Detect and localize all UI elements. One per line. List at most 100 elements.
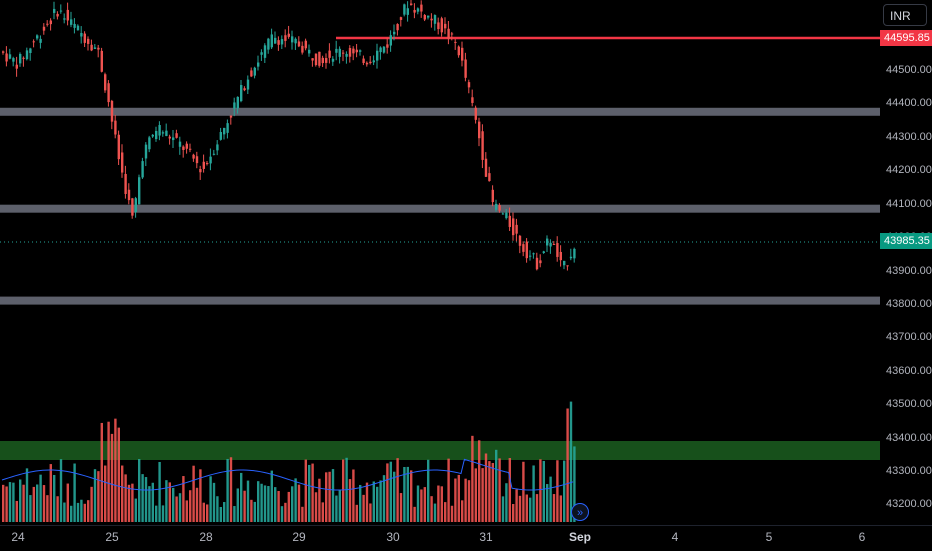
- volume-bar: [100, 422, 103, 522]
- time-axis[interactable]: [0, 525, 932, 551]
- volume-bar: [263, 485, 267, 522]
- goto-realtime-button[interactable]: »: [571, 503, 589, 521]
- candle-body: [56, 13, 59, 17]
- volume-moving-average: [1, 458, 574, 491]
- volume-bar: [104, 465, 107, 522]
- volume-bar: [515, 489, 518, 522]
- candle-body: [192, 154, 195, 159]
- candle-body: [76, 25, 80, 31]
- candle-body: [508, 215, 511, 227]
- volume-bar: [219, 506, 222, 522]
- volume-bar: [437, 485, 440, 522]
- price-tick-label: 43800.00: [886, 297, 932, 310]
- volume-bar: [549, 476, 552, 522]
- volume-bar: [192, 465, 195, 522]
- candle-body: [532, 253, 535, 255]
- volume-bar: [2, 484, 5, 522]
- volume-bar: [376, 486, 379, 522]
- price-tick-label: 43500.00: [886, 398, 932, 411]
- candle-body: [369, 61, 372, 64]
- candle-body: [348, 47, 352, 57]
- time-axis-label: 4: [671, 530, 679, 544]
- volume-bar: [535, 494, 539, 522]
- volume-bar: [87, 500, 90, 522]
- candle-body: [501, 213, 505, 215]
- price-tick-label: 43300.00: [886, 465, 932, 478]
- volume-bar: [318, 478, 321, 522]
- volume-bar: [63, 502, 66, 522]
- time-axis-label: 5: [765, 530, 773, 544]
- volume-bar: [433, 503, 437, 522]
- candle-body: [345, 53, 348, 57]
- candle-body: [403, 4, 406, 15]
- candle-body: [433, 15, 437, 24]
- candle-body: [138, 177, 141, 205]
- candle-body: [382, 46, 386, 53]
- volume-bar: [423, 487, 426, 522]
- volume-bar: [284, 502, 287, 522]
- volume-bar: [396, 458, 399, 522]
- volume-bar: [355, 504, 358, 522]
- volume-bar: [49, 464, 52, 522]
- candle-body: [253, 67, 256, 76]
- candle-body: [467, 82, 471, 88]
- candle-body: [229, 115, 233, 118]
- candle-body: [202, 161, 205, 169]
- candle-body: [175, 133, 178, 138]
- volume-bar: [569, 401, 573, 522]
- price-tick-label: 44400.00: [886, 97, 932, 110]
- candle-body: [49, 20, 52, 25]
- volume-bar: [450, 505, 454, 522]
- volume-bar: [226, 458, 229, 522]
- volume-bar: [195, 487, 199, 522]
- candle-body: [396, 24, 399, 31]
- candle-body: [427, 15, 430, 18]
- volume-bar: [467, 480, 471, 522]
- candle-body: [393, 31, 396, 35]
- candle-body: [457, 46, 460, 56]
- candle-body: [32, 41, 35, 43]
- candle-body: [100, 50, 103, 72]
- candle-body: [73, 23, 76, 28]
- price-scale[interactable]: [880, 0, 932, 525]
- volume-bar: [73, 463, 76, 522]
- volume-bar: [325, 472, 328, 522]
- volume-bar: [32, 486, 35, 522]
- candle-body: [546, 238, 549, 246]
- volume-bar: [229, 457, 233, 522]
- candle-body: [556, 243, 559, 257]
- volume-bar: [175, 496, 178, 522]
- candle-body: [481, 131, 484, 160]
- volume-bar: [39, 474, 42, 522]
- candle-body: [505, 212, 508, 219]
- candle-body: [199, 168, 202, 173]
- volume-bar: [335, 495, 338, 522]
- candle-body: [308, 49, 311, 54]
- volume-bar: [117, 427, 120, 522]
- candle-body: [498, 205, 501, 211]
- candle-body: [90, 44, 93, 51]
- candle-body: [355, 49, 358, 53]
- time-axis-label: 28: [199, 530, 213, 544]
- candle-body: [331, 58, 335, 62]
- candle-body: [569, 256, 573, 259]
- volume-bar: [178, 493, 182, 522]
- volume-bar: [488, 461, 491, 522]
- candle-body: [284, 35, 287, 41]
- volume-bar: [440, 486, 443, 522]
- volume-bar: [274, 487, 277, 522]
- candle-body: [352, 48, 355, 54]
- volume-bar: [382, 475, 386, 522]
- candle-body: [287, 33, 290, 37]
- volume-bar: [70, 505, 73, 522]
- volume-bar: [138, 459, 141, 522]
- volume-bar: [359, 484, 362, 522]
- candle-body: [372, 60, 375, 63]
- candle-body: [83, 33, 86, 43]
- candle-body: [450, 33, 454, 35]
- price-tick-label: 44200.00: [886, 164, 932, 177]
- currency-button[interactable]: INR: [883, 4, 927, 26]
- candle-body: [297, 41, 301, 47]
- candle-body: [70, 19, 73, 25]
